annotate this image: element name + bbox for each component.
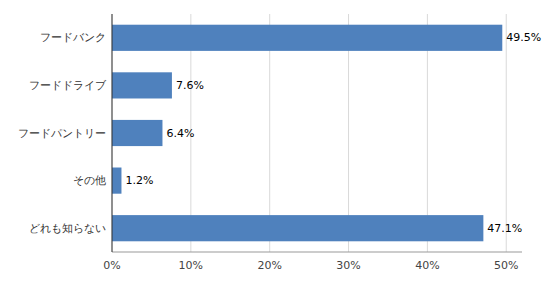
y-axis-line (112, 14, 113, 252)
x-tick-label: 50% (494, 259, 518, 272)
bar (112, 215, 483, 241)
grid (112, 14, 506, 252)
chart-svg: 0% 10% 20% 30% 40% 50% 47.1% 1.2% 6.4% 7.6% 49.5% ど… (0, 0, 556, 286)
data-label: 49.5% (506, 31, 541, 44)
y-tick-label: フードパントリー (18, 127, 106, 140)
bar (112, 168, 121, 194)
x-tick-label: 30% (336, 259, 360, 272)
y-tick-label: どれも知らない (29, 222, 106, 235)
data-label: 7.6% (176, 79, 204, 92)
bar (112, 72, 172, 98)
x-axis-line (112, 252, 522, 253)
x-tick-label: 10% (179, 259, 203, 272)
x-tick-label: 20% (257, 259, 281, 272)
x-tick-label: 40% (415, 259, 439, 272)
chart-container: 0% 10% 20% 30% 40% 50% 47.1% 1.2% 6.4% 7.6% 49.5% ど… (0, 0, 556, 286)
x-tick-label: 0% (103, 259, 120, 272)
bar (112, 25, 502, 51)
bar (112, 120, 162, 146)
y-tick-label: フードドライブ (29, 79, 107, 92)
bars (112, 25, 502, 242)
data-label: 1.2% (125, 174, 153, 187)
grid-line (112, 14, 113, 252)
y-tick-label: フードバンク (40, 31, 106, 44)
grid-line (506, 14, 507, 252)
data-label: 6.4% (166, 127, 194, 140)
data-label: 47.1% (487, 222, 522, 235)
y-tick-label: その他 (73, 174, 106, 187)
